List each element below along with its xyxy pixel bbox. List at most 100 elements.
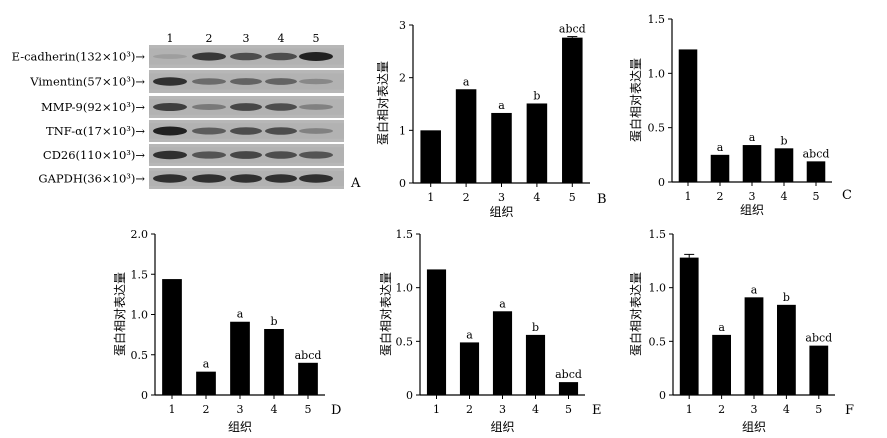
bar xyxy=(562,37,583,183)
y-tick-label: 1.0 xyxy=(649,282,667,295)
blot-band xyxy=(299,104,333,110)
panel-label: F xyxy=(845,403,854,418)
bar xyxy=(712,334,731,395)
protein-label: MMP-9(92×10³)→ xyxy=(41,100,145,114)
blot-band xyxy=(265,151,297,159)
blot-band xyxy=(265,103,297,111)
bar-chart-c: 0 0.5 1.0 1.5 1 2 a 3 a 4 b 5 abcd 组织 蛋白相对表达量 C xyxy=(628,13,852,217)
protein-label: CD26(110×10³)→ xyxy=(43,148,145,162)
bar xyxy=(774,148,794,182)
x-tick-label: 4 xyxy=(532,403,539,416)
y-tick-label: 0 xyxy=(399,177,406,190)
x-tick-label: 5 xyxy=(815,403,822,416)
x-tick-label: 4 xyxy=(533,191,540,204)
panel-label: D xyxy=(331,403,341,418)
bar-annotation: a xyxy=(751,283,758,296)
western-blot-panel: 1 2 3 4 5 E-cadherin(132×10³)→ Vimentin(57×10³… xyxy=(12,32,361,191)
bar-annotation: a xyxy=(718,321,725,334)
x-axis-label: 组织 xyxy=(489,205,513,219)
bar xyxy=(558,382,579,395)
blot-band xyxy=(299,52,333,61)
blot-band xyxy=(230,151,262,159)
bar-annotation: a xyxy=(499,297,506,310)
bar xyxy=(298,362,318,395)
y-axis-label: 蛋白相对表达量 xyxy=(628,58,643,142)
blot-band xyxy=(230,174,262,183)
x-tick-label: 2 xyxy=(463,191,470,204)
panel-label: C xyxy=(842,188,852,203)
protein-label: GAPDH(36×10³)→ xyxy=(38,172,145,186)
panel-label: E xyxy=(592,403,602,418)
bar xyxy=(678,49,698,182)
x-tick-label: 3 xyxy=(499,403,506,416)
blot-band xyxy=(192,127,226,135)
y-tick-label: 0 xyxy=(141,389,148,402)
bar-annotation: abcd xyxy=(555,368,582,381)
bar-annotation: abcd xyxy=(803,147,830,160)
bar-annotation: b xyxy=(783,291,790,304)
bar-annotation: a xyxy=(498,99,505,112)
bar-annotation: a xyxy=(466,328,473,341)
bar xyxy=(742,145,762,182)
y-tick-label: 0 xyxy=(658,176,665,189)
x-tick-label: 1 xyxy=(685,190,692,203)
bar-annotation: abcd xyxy=(295,349,322,362)
y-axis-label: 蛋白相对表达量 xyxy=(375,61,390,145)
bar-annotation: b xyxy=(270,315,277,328)
blot-band xyxy=(299,128,333,134)
protein-label: Vimentin(57×10³)→ xyxy=(29,75,145,89)
bar-chart-e: 0 0.5 1.0 1.5 1 2 a 3 a 4 b 5 abcd 组织 蛋白相对表达量 E xyxy=(378,228,602,434)
bar xyxy=(806,161,826,182)
x-axis-label: 组织 xyxy=(490,420,514,434)
bar xyxy=(230,321,250,395)
x-tick-label: 3 xyxy=(751,403,758,416)
bar-annotation: b xyxy=(533,89,540,102)
bar xyxy=(491,112,512,183)
bar-chart-b: 0 1 2 3 1 2 a 3 a 4 b 5 abcd 组织 蛋白相对表达量 B xyxy=(375,19,607,219)
panel-label: A xyxy=(350,176,361,191)
y-tick-label: 1.0 xyxy=(396,282,414,295)
y-tick-label: 1.5 xyxy=(648,13,666,26)
bar xyxy=(459,342,480,395)
y-tick-label: 1.0 xyxy=(131,309,149,322)
blot-band xyxy=(192,78,226,85)
x-tick-label: 5 xyxy=(813,190,820,203)
blot-band xyxy=(230,52,262,61)
bar xyxy=(710,154,730,182)
x-tick-label: 4 xyxy=(781,190,788,203)
x-tick-label: 1 xyxy=(433,403,440,416)
bar-annotation: abcd xyxy=(559,23,586,36)
bar-annotation: abcd xyxy=(805,332,832,345)
x-tick-label: 5 xyxy=(569,191,576,204)
y-tick-label: 2 xyxy=(399,72,406,85)
bar-annotation: a xyxy=(717,141,724,154)
x-tick-label: 5 xyxy=(305,403,312,416)
y-tick-label: 1 xyxy=(399,124,406,137)
bar xyxy=(420,130,441,183)
x-tick-label: 3 xyxy=(237,403,244,416)
blot-band xyxy=(192,174,226,183)
bar-annotation: a xyxy=(463,75,470,88)
lane-number: 3 xyxy=(243,32,250,45)
bar-annotation: a xyxy=(203,358,210,371)
bar xyxy=(526,103,548,183)
bar xyxy=(426,269,447,395)
x-tick-label: 1 xyxy=(169,403,176,416)
bar xyxy=(196,371,216,395)
x-tick-label: 3 xyxy=(749,190,756,203)
bar xyxy=(492,311,513,395)
blot-band xyxy=(153,103,187,111)
bar xyxy=(264,328,284,395)
x-tick-label: 3 xyxy=(498,191,505,204)
bar-annotation: a xyxy=(749,131,756,144)
protein-label: E-cadherin(132×10³)→ xyxy=(12,50,146,64)
bar xyxy=(809,345,829,395)
x-axis-label: 组织 xyxy=(740,203,764,217)
y-tick-label: 0.5 xyxy=(649,335,667,348)
x-tick-label: 2 xyxy=(718,403,725,416)
bar xyxy=(744,297,764,395)
blot-band xyxy=(299,78,333,85)
bar-chart-f: 0 0.5 1.0 1.5 1 2 a 3 a 4 b 5 abcd 组织 蛋白相对表达量 F xyxy=(628,228,854,434)
bar-chart-d: 0 0.5 1.0 1.5 2.0 1 2 a 3 a 4 b 5 abcd 组织 蛋白相对表达量 D xyxy=(112,228,341,434)
